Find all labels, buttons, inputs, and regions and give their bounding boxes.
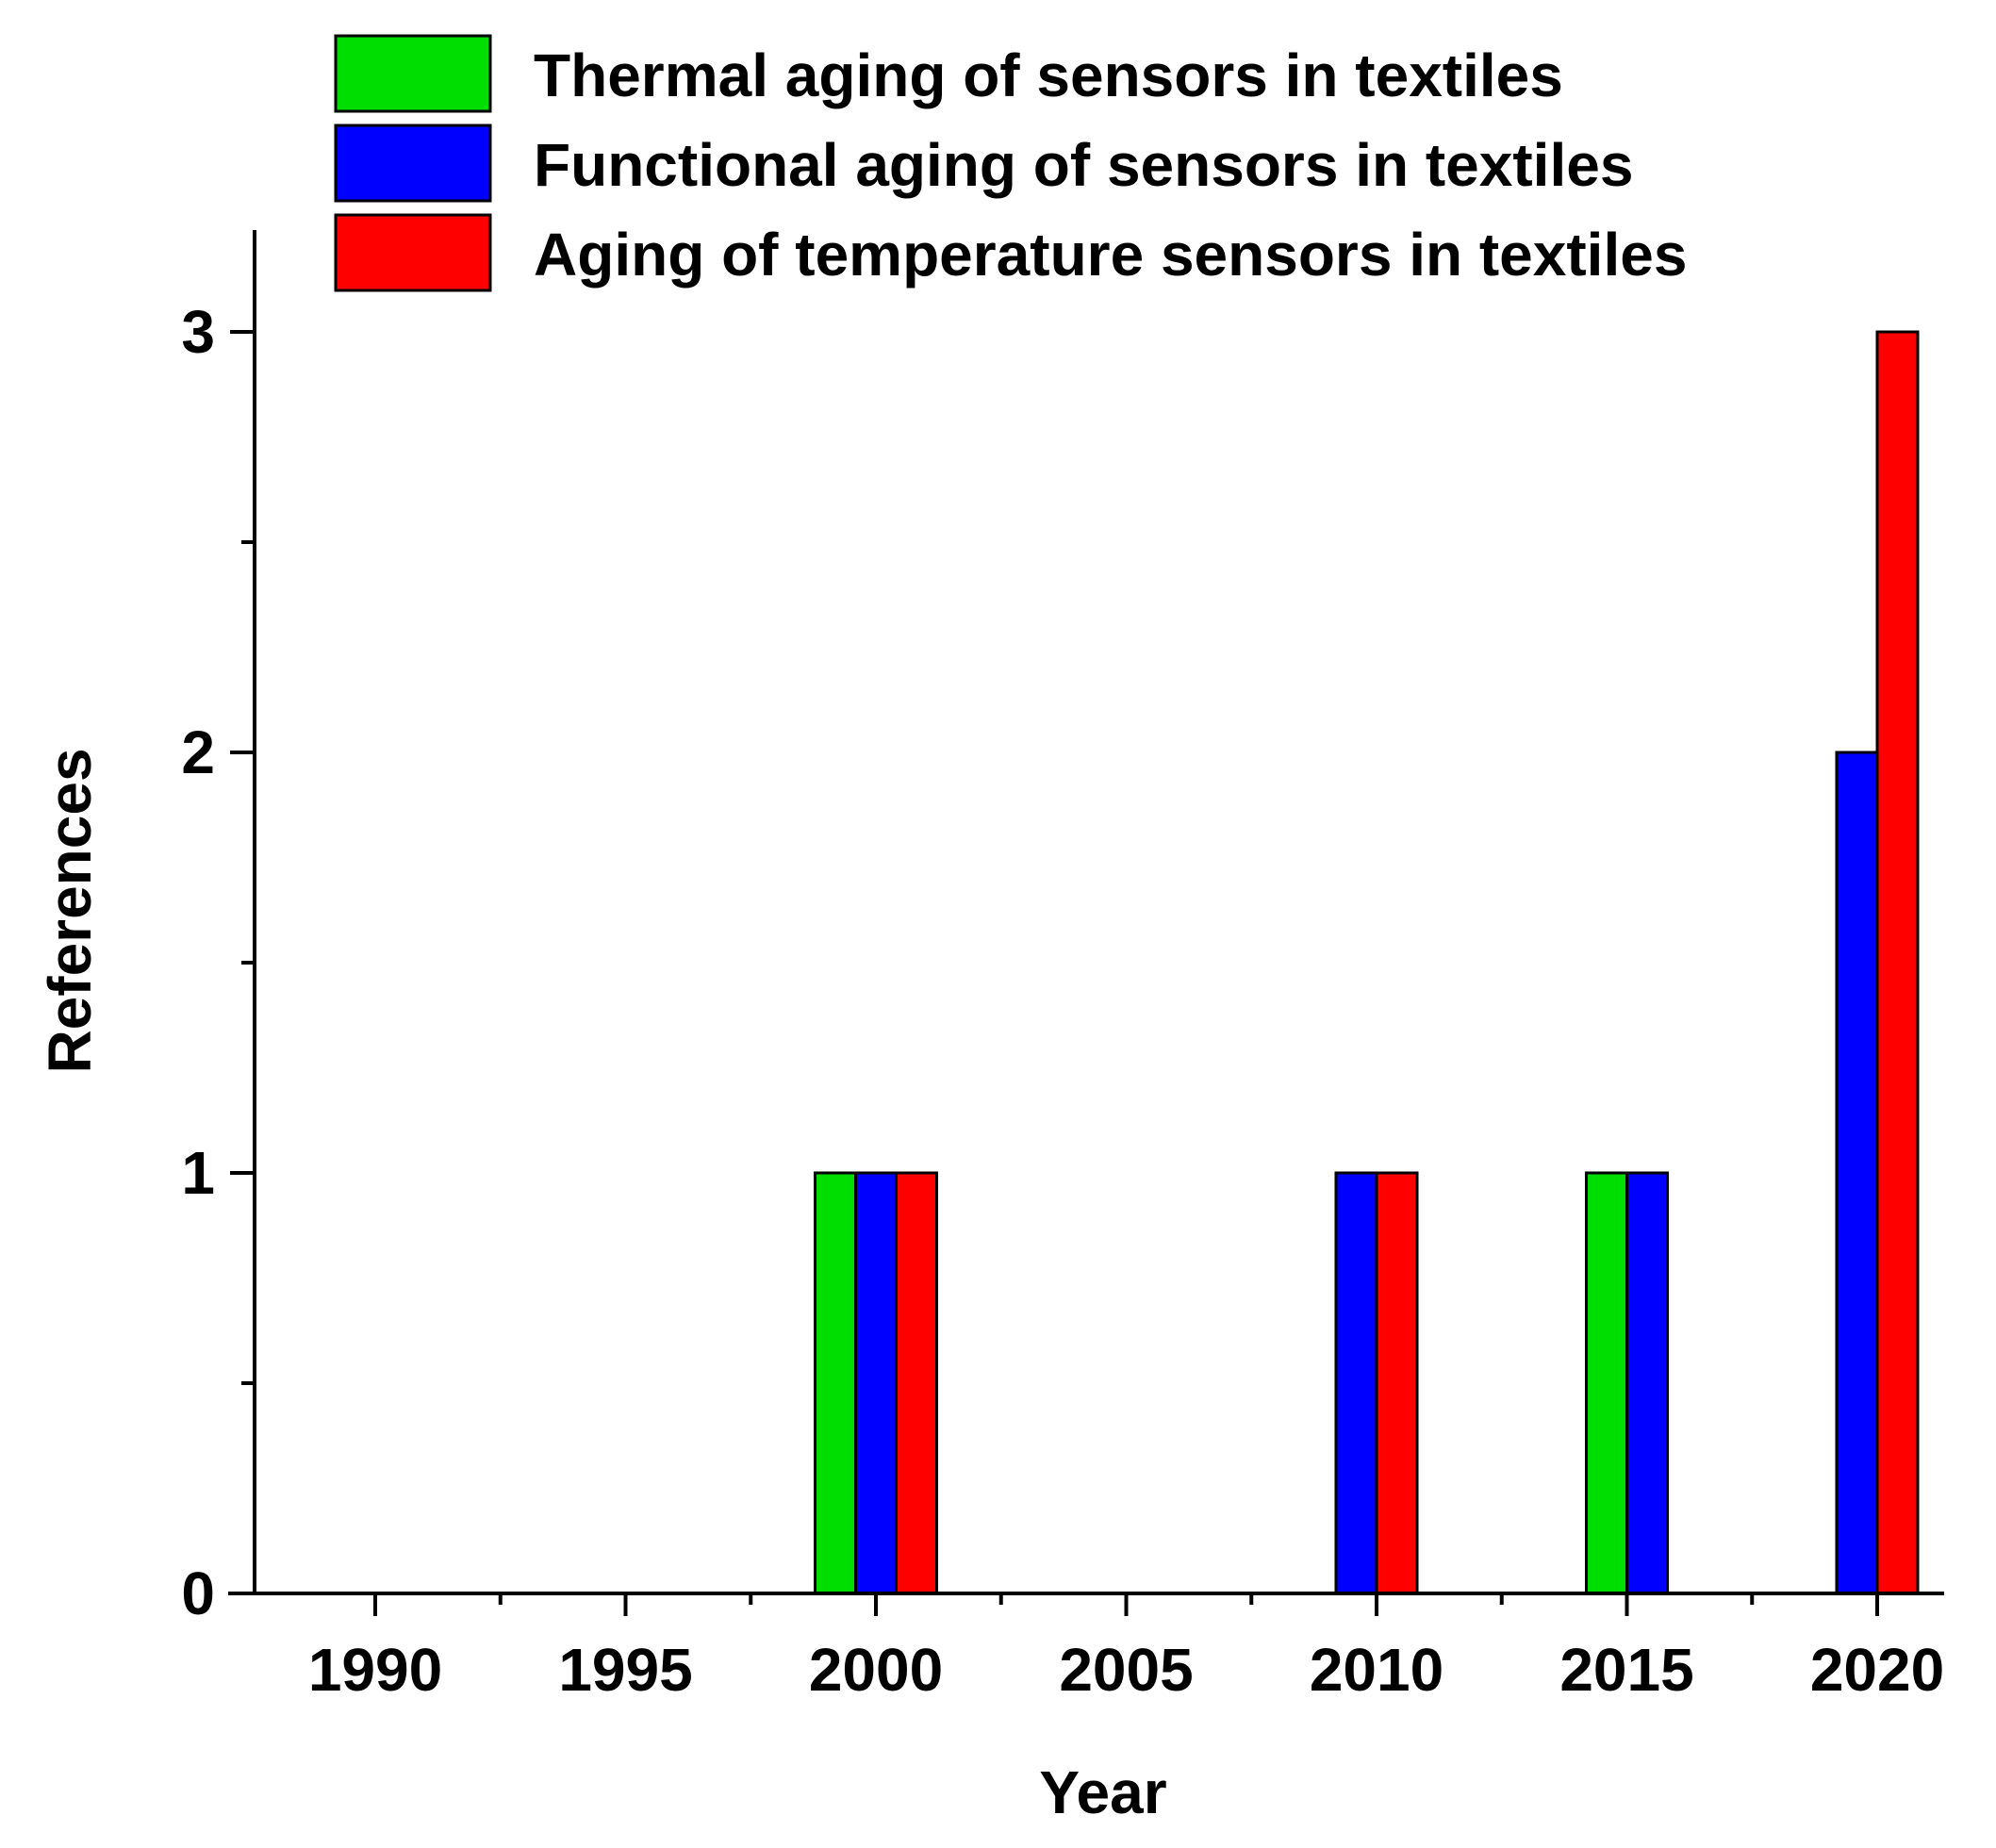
bar-2000-series-2 (854, 1171, 898, 1595)
x-tick-label: 2020 (1810, 1636, 1944, 1704)
bars-group (814, 330, 1920, 1595)
y-tick-label: 2 (181, 718, 215, 786)
x-tick-label: 2000 (809, 1636, 943, 1704)
bar-2015-series-1 (1585, 1171, 1628, 1595)
legend-swatch-series-2 (334, 124, 492, 203)
x-tick-label: 2010 (1310, 1636, 1443, 1704)
bar-2010-series-3 (1375, 1171, 1419, 1595)
legend: Thermal aging of sensors in textiles Func… (334, 34, 1687, 292)
y-tick-label: 3 (181, 298, 215, 366)
bar-2000-series-3 (895, 1171, 938, 1595)
y-tick-label: 1 (181, 1139, 215, 1207)
x-axis-title: Year (1039, 1758, 1166, 1826)
x-tick-label: 1995 (558, 1636, 692, 1704)
x-tick-label: 2015 (1559, 1636, 1693, 1704)
y-tick-label: 0 (181, 1559, 215, 1627)
legend-swatch-series-3 (334, 213, 492, 292)
legend-label-series-1: Thermal aging of sensors in textiles (534, 41, 1563, 109)
y-axis-title: References (36, 748, 104, 1073)
bar-2020-series-2 (1835, 751, 1879, 1595)
bar-2020-series-3 (1875, 330, 1920, 1595)
bar-2010-series-2 (1334, 1171, 1378, 1595)
legend-label-series-2: Functional aging of sensors in textiles (534, 131, 1633, 199)
bar-2000-series-1 (814, 1171, 857, 1595)
legend-swatch-series-1 (334, 34, 492, 113)
x-tick-label: 2005 (1059, 1636, 1193, 1704)
axes-group: 0 1 2 3 1990 1995 2000 2005 2010 2015 2020 (181, 230, 1944, 1704)
legend-label-series-3: Aging of temperature sensors in textiles (534, 221, 1687, 289)
bar-2015-series-2 (1625, 1171, 1669, 1595)
x-tick-label: 1990 (308, 1636, 442, 1704)
